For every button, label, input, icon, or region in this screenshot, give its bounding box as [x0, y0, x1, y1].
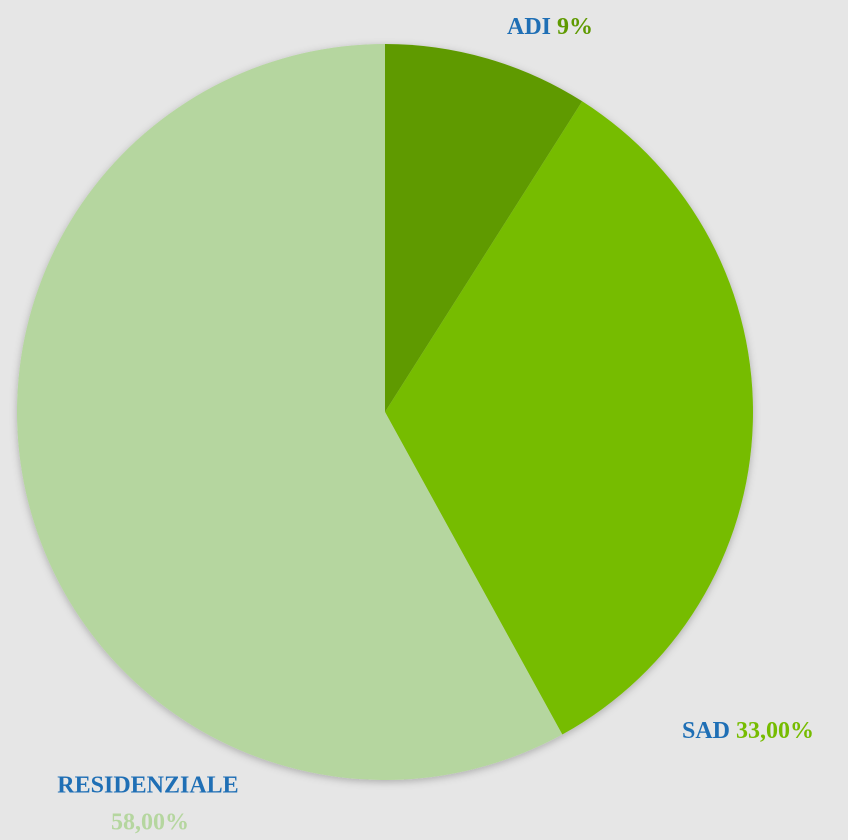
pie-slice	[385, 101, 754, 735]
pie-slice	[385, 44, 583, 412]
value-label: 58,00%	[111, 810, 189, 836]
pie	[16, 44, 754, 780]
value-label: 33,00%	[736, 718, 814, 744]
pie-slice	[16, 44, 563, 780]
slice-label: ADI 9%	[507, 14, 593, 40]
category-label: SAD	[682, 718, 730, 744]
value-label: 9%	[557, 14, 593, 40]
category-label: RESIDENZIALE	[57, 773, 238, 799]
slice-label: SAD 33,00%	[682, 718, 814, 744]
category-label: ADI	[507, 14, 551, 40]
